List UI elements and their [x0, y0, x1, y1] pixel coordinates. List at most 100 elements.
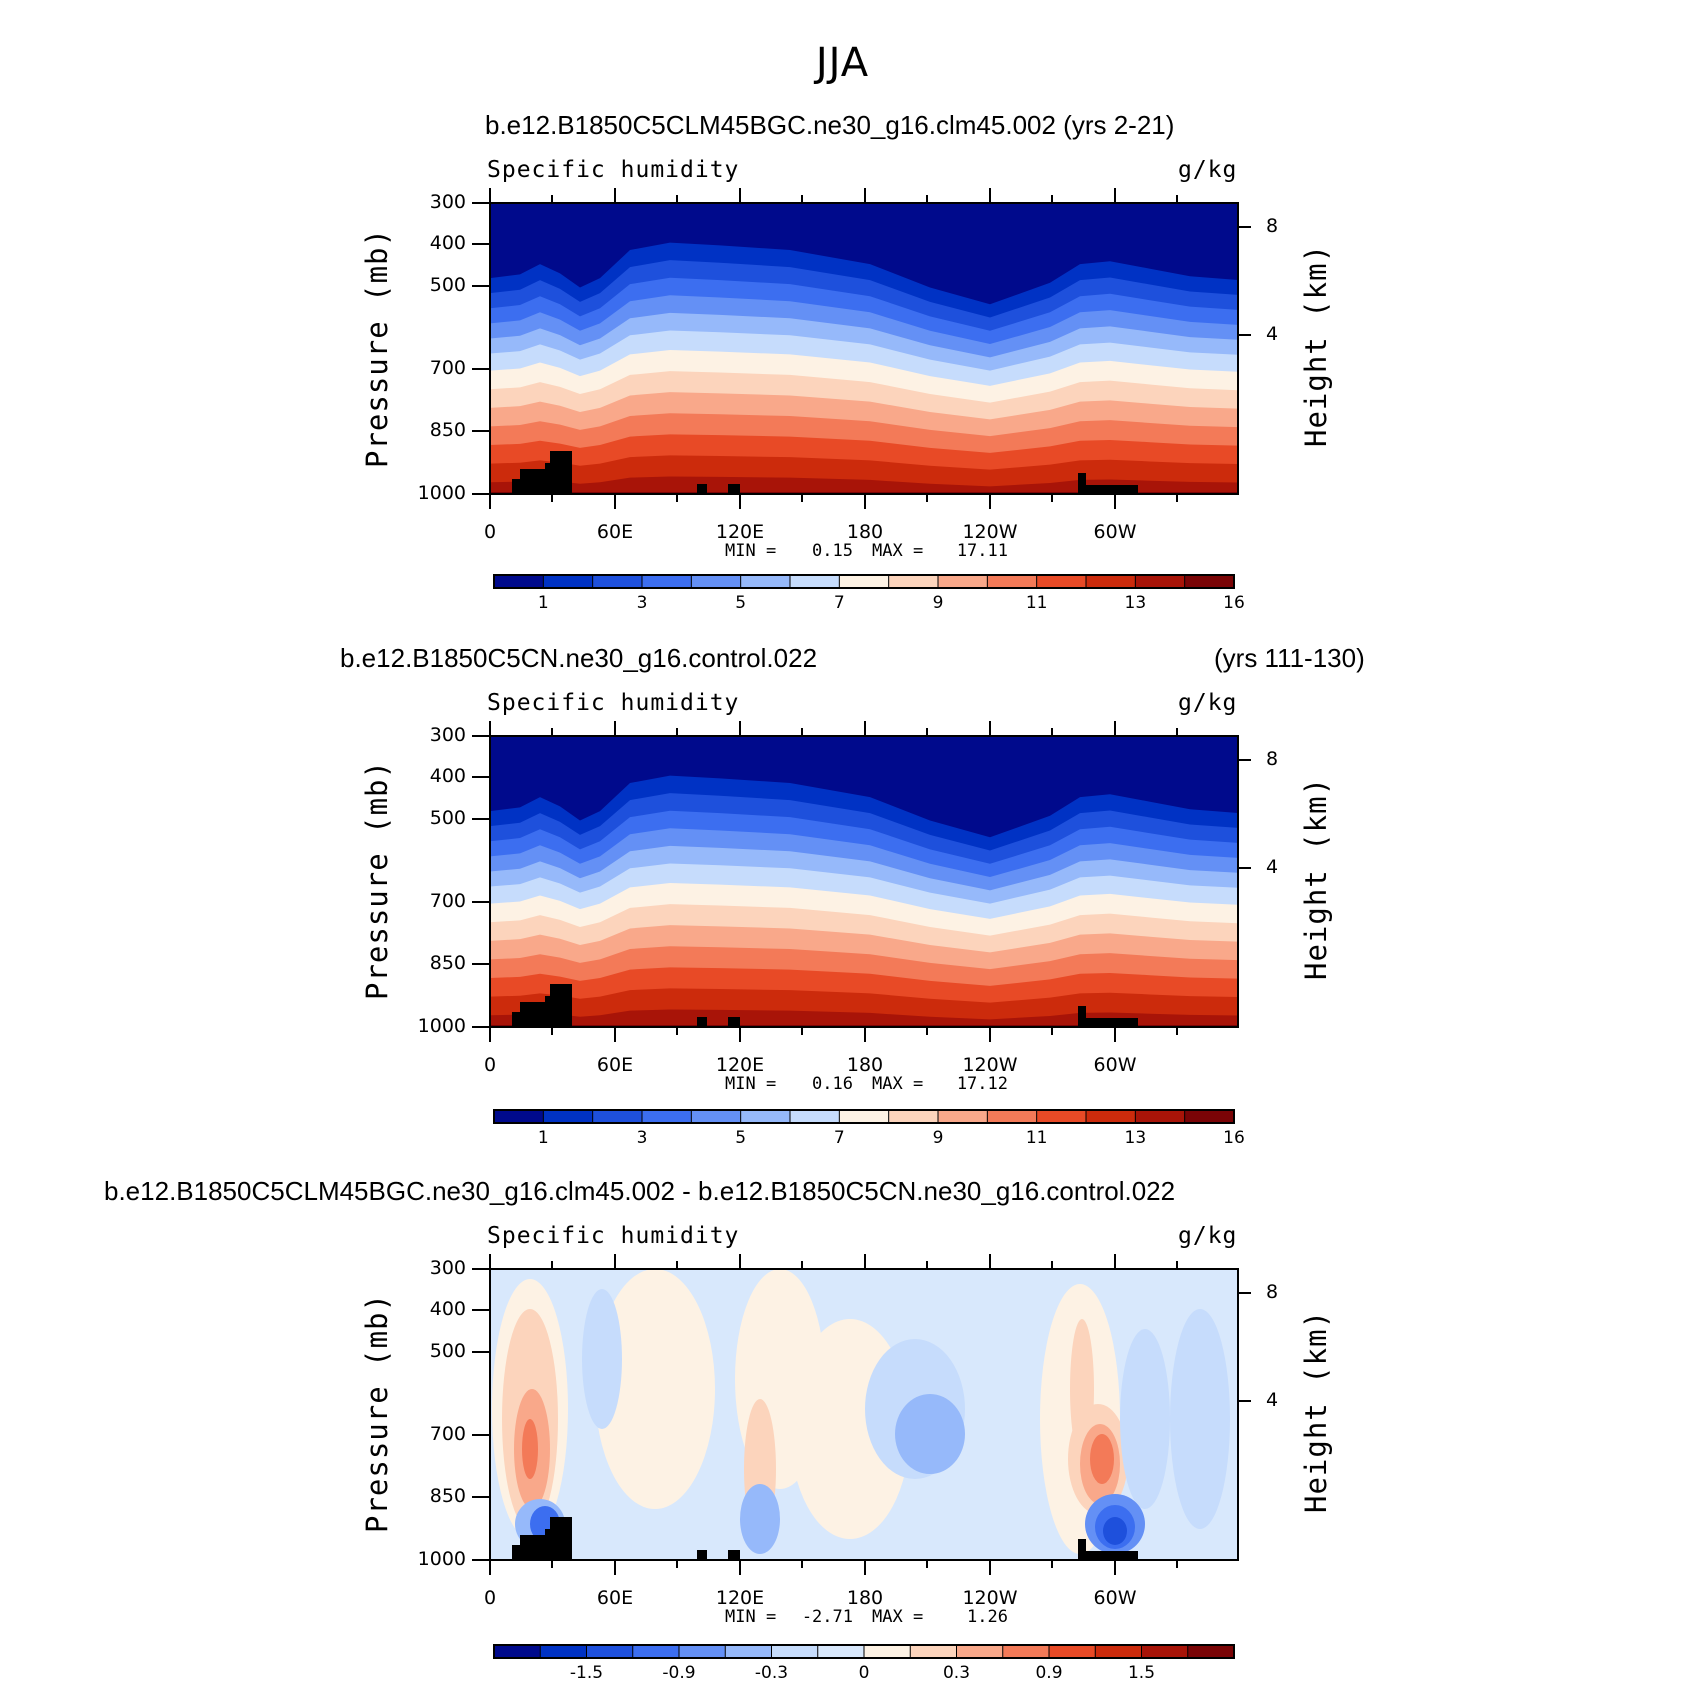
panel2-colorbar-swatch [542, 1109, 594, 1124]
panel1-colorbar-swatch [888, 574, 940, 589]
panel3-colorbar-swatch [771, 1644, 819, 1659]
panel3-colorbar-swatch [539, 1644, 588, 1659]
panel3-colorbar-swatch [956, 1644, 1004, 1659]
panel3-ytick-700: 700 [429, 1423, 466, 1445]
panel3-colorbar-label: -0.3 [754, 1663, 789, 1683]
panel1-ytick-500: 500 [429, 274, 466, 296]
panel2-colorbar-swatch [888, 1109, 940, 1124]
panel3-ytick-1000: 1000 [417, 1548, 466, 1570]
panel2-colorbar-label: 16 [1223, 1128, 1245, 1148]
panel1-colorbar-label: 13 [1124, 593, 1147, 613]
panel2-min-value: 0.16 [812, 1074, 853, 1094]
panel1-colorbar-swatch [1085, 574, 1137, 589]
panel2-ytick-right-4: 4 [1266, 856, 1279, 878]
panel1-plot [472, 188, 1251, 589]
panel2-xtick-120W: 120W [962, 1054, 1018, 1076]
panel1-min-value: 0.15 [812, 541, 853, 561]
panel3-units-label: g/kg [1178, 1223, 1238, 1249]
panel1-colorbar-label: 5 [735, 593, 747, 613]
panel2-colorbar-swatch [937, 1109, 989, 1124]
panel1-colorbar-swatch [1036, 574, 1087, 589]
panel1-ytick-400: 400 [429, 232, 466, 254]
panel2-variable-label: Specific humidity [487, 690, 740, 716]
panel2-colorbar-label: 3 [636, 1128, 648, 1148]
panel1-colorbar-swatch [986, 574, 1038, 589]
panel2-min-label: MIN = [725, 1074, 777, 1094]
panel2-colorbar-label: 7 [833, 1128, 845, 1148]
panel3-xtick-180: 180 [846, 1587, 884, 1609]
panel2-colorbar-label: 11 [1025, 1128, 1048, 1148]
panel2-title: b.e12.B1850C5CN.ne30_g16.control.022 [340, 643, 818, 673]
panel2-colorbar-label: 5 [735, 1128, 747, 1148]
panel2-ytick-right-8: 8 [1266, 748, 1279, 770]
panel2-xtick-120E: 120E [715, 1054, 765, 1076]
panel3-ytick-400: 400 [429, 1298, 466, 1320]
panel1-colorbar-swatch [542, 574, 594, 589]
panel1-colorbar-swatch [740, 574, 792, 589]
panel1-colorbar-swatch [690, 574, 742, 589]
panel1-colorbar-swatch [789, 574, 841, 589]
panel2-max-value: 17.12 [956, 1074, 1008, 1094]
panel3-colorbar-label: 0.3 [942, 1663, 971, 1683]
panel2-colorbar-swatch [592, 1109, 644, 1124]
panel1-colorbar-label: 7 [833, 593, 845, 613]
panel1-ytick-700: 700 [429, 357, 466, 379]
panel1-max-value: 17.11 [956, 541, 1008, 561]
panel1-variable-label: Specific humidity [487, 157, 740, 183]
panel2-ytick-300: 300 [429, 724, 466, 746]
panel1-colorbar-swatch [493, 574, 545, 589]
panel1-max-label: MAX = [872, 541, 924, 561]
panel3-colorbar-swatch [632, 1644, 680, 1659]
panel2-xtick-60W: 60W [1093, 1054, 1137, 1076]
panel1-colorbar-label: 3 [636, 593, 648, 613]
panel3-colorbar-label: -1.5 [569, 1663, 604, 1683]
panel1-min-label: MIN = [725, 541, 777, 561]
panel3-colorbar-swatch [1002, 1644, 1050, 1659]
panel3-ytick-850: 850 [429, 1485, 466, 1507]
panel1-colorbar-swatch [641, 574, 693, 589]
panel3-variable-label: Specific humidity [487, 1223, 740, 1249]
panel1-ytick-850: 850 [429, 419, 466, 441]
panel1-xtick-180: 180 [846, 521, 884, 543]
panel2-colorbar-swatch [690, 1109, 742, 1124]
panel1-xtick-0: 0 [483, 521, 497, 543]
panel1-ytick-300: 300 [429, 191, 466, 213]
panel3-colorbar-swatch [1141, 1644, 1189, 1659]
panel3-max-label: MAX = [872, 1607, 924, 1627]
panel1-xtick-120E: 120E [715, 521, 765, 543]
panel3-colorbar-label: 0 [858, 1663, 870, 1683]
panel1-colorbar-label: 16 [1223, 593, 1245, 613]
panel2-xtick-180: 180 [846, 1054, 884, 1076]
panel1-ytick-1000: 1000 [417, 482, 466, 504]
panel3-colorbar-swatch [1187, 1644, 1235, 1659]
panel3-colorbar-label: 0.9 [1035, 1663, 1063, 1683]
panel2-ytick-400: 400 [429, 765, 466, 787]
panel2-colorbar-label: 13 [1124, 1128, 1147, 1148]
panel1-xtick-60E: 60E [596, 521, 634, 543]
panel3-ytick-500: 500 [429, 1340, 466, 1362]
panel3-min-label: MIN = [725, 1607, 777, 1627]
panel3-colorbar-swatch [678, 1644, 727, 1659]
panel3-xtick-120W: 120W [962, 1587, 1018, 1609]
panel2-ytick-1000: 1000 [417, 1015, 466, 1037]
panel3-colorbar-swatch [909, 1644, 958, 1659]
panel3-colorbar-swatch [724, 1644, 773, 1659]
panel3-colorbar-swatch [1048, 1644, 1097, 1659]
panel2-colorbar-swatch [986, 1109, 1038, 1124]
panel1-colorbar-label: 9 [932, 593, 944, 613]
panel2-title-years: (yrs 111-130) [1214, 643, 1365, 673]
panel1-colorbar-swatch [838, 574, 890, 589]
panel3-colorbar-swatch [817, 1644, 865, 1659]
panel3-colorbar-swatch [863, 1644, 912, 1659]
panel3-colorbar-swatch [1094, 1644, 1143, 1659]
panel3-ytick-right-4: 4 [1266, 1389, 1279, 1411]
panel2-colorbar-swatch [789, 1109, 841, 1124]
panel3-ytick-right-8: 8 [1266, 1281, 1279, 1303]
panel2-plot [472, 721, 1251, 1124]
panel3-xtick-120E: 120E [715, 1587, 765, 1609]
panel2-colorbar-label: 1 [537, 1128, 549, 1148]
panel2-ytick-850: 850 [429, 952, 466, 974]
panel2-ytick-500: 500 [429, 807, 466, 829]
panel3-colorbar-label: -0.9 [662, 1663, 696, 1683]
panel2-xtick-60E: 60E [596, 1054, 634, 1076]
